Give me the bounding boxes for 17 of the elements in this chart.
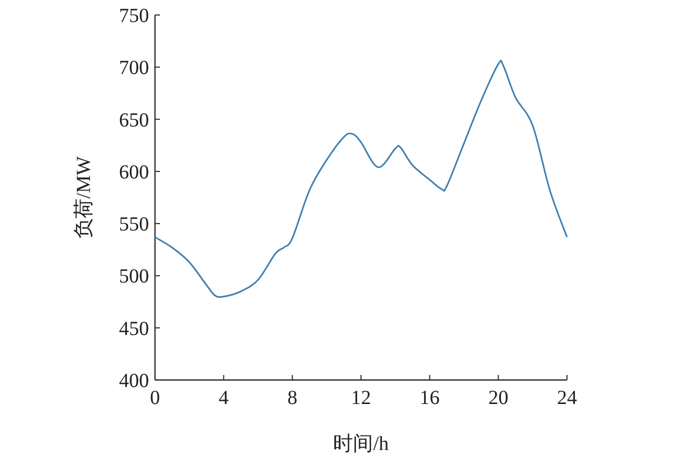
x-tick-label: 0 — [150, 387, 160, 409]
y-tick-label: 700 — [119, 57, 149, 80]
y-tick-label: 600 — [119, 161, 149, 184]
x-tick-label: 8 — [287, 387, 298, 409]
x-axis-title: 时间/h — [333, 433, 389, 455]
y-tick-label: 550 — [119, 214, 149, 236]
x-tick-label: 12 — [351, 387, 371, 409]
y-tick-label: 500 — [119, 266, 149, 288]
x-tick-label: 4 — [218, 387, 229, 409]
y-tick-label: 450 — [119, 318, 149, 340]
y-tick-label: 650 — [119, 109, 149, 132]
y-tick-label: 750 — [119, 5, 149, 27]
x-tick-label: 20 — [488, 387, 508, 409]
y-axis-title: 负荷/MW — [73, 156, 95, 239]
x-tick-label: 24 — [557, 387, 577, 409]
y-tick-label: 400 — [119, 370, 149, 392]
x-tick-label: 16 — [420, 387, 440, 409]
